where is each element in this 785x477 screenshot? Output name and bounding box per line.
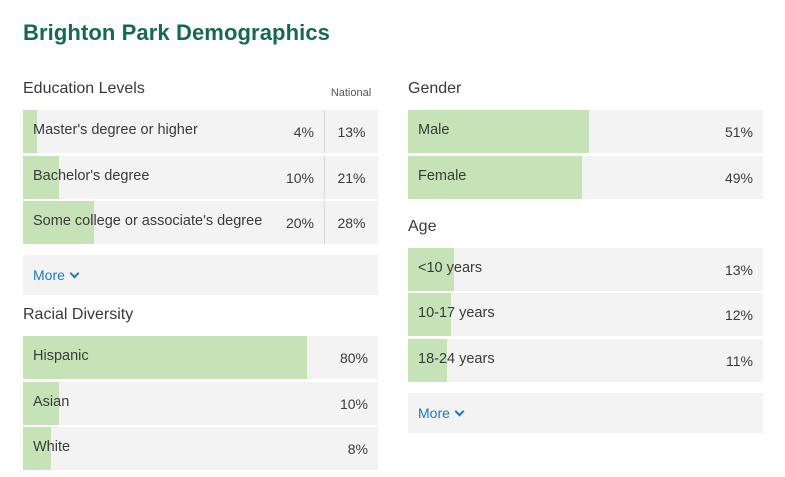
education-value: 20%	[285, 215, 314, 231]
gender-row: Male 51%	[408, 110, 763, 153]
education-row: Some college or associate's degree 20% 2…	[23, 201, 378, 244]
age-more-panel: More	[408, 393, 763, 433]
chevron-down-icon	[69, 268, 80, 278]
education-national-value: 13%	[324, 110, 378, 153]
age-row: 18-24 years 11%	[408, 339, 763, 382]
education-heading: Education Levels	[23, 80, 145, 97]
education-value: 4%	[293, 124, 314, 140]
education-more-panel: More	[23, 255, 378, 295]
more-label: More	[33, 267, 65, 283]
education-bar	[23, 156, 59, 199]
education-value: 10%	[285, 170, 314, 186]
education-more-link[interactable]: More	[33, 267, 80, 283]
racial-label: Asian	[33, 394, 70, 410]
racial-value: 10%	[339, 396, 368, 412]
racial-diversity-heading: Racial Diversity	[23, 306, 134, 323]
national-column-heading: National	[330, 87, 372, 99]
racial-bar	[23, 382, 59, 425]
racial-label: White	[33, 439, 71, 455]
racial-value: 80%	[339, 350, 368, 366]
age-bar	[408, 248, 455, 291]
age-value: 12%	[724, 307, 753, 323]
education-label: Bachelor's degree	[33, 168, 150, 184]
age-row: <10 years 13%	[408, 248, 763, 291]
age-value: 11%	[726, 353, 753, 369]
racial-bar	[23, 427, 52, 470]
education-national-value: 28%	[324, 201, 378, 244]
age-label: 18-24 years	[418, 351, 495, 367]
racial-row: Hispanic 80%	[23, 336, 378, 379]
education-row: Bachelor's degree 10% 21%	[23, 156, 378, 199]
education-label: Some college or associate's degree	[33, 213, 263, 229]
racial-value: 8%	[347, 441, 368, 457]
gender-value: 51%	[724, 124, 753, 140]
gender-value: 49%	[724, 170, 753, 186]
more-label: More	[418, 405, 450, 421]
page-title: Brighton Park Demographics	[23, 20, 330, 45]
gender-heading: Gender	[408, 80, 462, 97]
racial-row: White 8%	[23, 427, 378, 470]
racial-bar	[23, 336, 307, 379]
education-national-value: 21%	[324, 156, 378, 199]
age-bar	[408, 339, 448, 382]
racial-label: Hispanic	[33, 348, 89, 364]
age-value: 13%	[724, 262, 753, 278]
age-label: 10-17 years	[418, 305, 495, 321]
gender-label: Female	[418, 168, 467, 184]
age-bar	[408, 293, 451, 336]
gender-bar	[408, 156, 582, 199]
education-bar	[23, 201, 94, 244]
education-row: Master's degree or higher 4% 13%	[23, 110, 378, 153]
age-row: 10-17 years 12%	[408, 293, 763, 336]
education-bar	[23, 110, 38, 153]
gender-row: Female 49%	[408, 156, 763, 199]
age-heading: Age	[408, 218, 437, 235]
gender-bar	[408, 110, 590, 153]
age-more-link[interactable]: More	[418, 405, 465, 421]
age-label: <10 years	[418, 260, 483, 276]
racial-row: Asian 10%	[23, 382, 378, 425]
gender-label: Male	[418, 122, 450, 138]
education-label: Master's degree or higher	[33, 122, 198, 138]
chevron-down-icon	[454, 406, 465, 416]
